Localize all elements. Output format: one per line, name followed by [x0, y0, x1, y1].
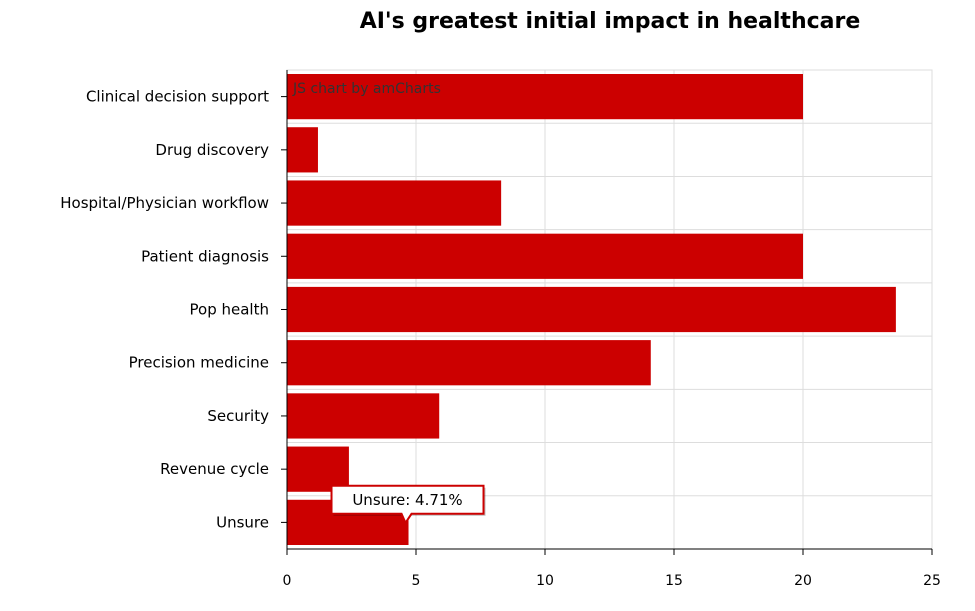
x-tick-label: 20 [794, 573, 812, 589]
tooltip-balloon: Unsure: 4.71% [330, 484, 486, 525]
bar[interactable] [287, 393, 440, 439]
x-tick-labels: 0 5 10 15 20 25 [283, 573, 941, 589]
bar[interactable] [287, 286, 896, 333]
x-tick-label: 10 [536, 573, 554, 589]
category-label: Unsure [216, 513, 269, 531]
category-label: Hospital/Physician workflow [60, 194, 269, 212]
category-label: Precision medicine [129, 354, 269, 372]
bar[interactable] [287, 233, 803, 279]
x-tick-label: 25 [923, 573, 941, 589]
bar[interactable] [287, 340, 651, 386]
x-tick-label: 0 [283, 573, 292, 589]
chart-title: AI's greatest initial impact in healthca… [360, 9, 861, 34]
bar[interactable] [287, 446, 349, 492]
bar[interactable] [287, 127, 318, 173]
bars [287, 74, 896, 545]
grid-lines [286, 69, 933, 550]
tooltip-text: Unsure: 4.71% [352, 491, 462, 509]
tooltip-box [330, 484, 485, 525]
x-tick-label: 5 [412, 573, 421, 589]
axes [281, 70, 933, 555]
category-label: Patient diagnosis [141, 247, 269, 265]
category-label: Drug discovery [155, 141, 269, 159]
category-labels: Clinical decision support Drug discovery H… [60, 88, 269, 532]
category-label: Revenue cycle [160, 460, 269, 478]
category-label: Clinical decision support [86, 88, 269, 106]
x-tick-label: 15 [665, 573, 683, 589]
amcharts-credit[interactable]: JS chart by amCharts [292, 81, 441, 97]
bar[interactable] [287, 74, 803, 120]
bar[interactable] [287, 180, 502, 226]
tooltip: Unsure: 4.71% [330, 484, 486, 525]
category-label: Security [207, 407, 269, 425]
category-label: Pop health [190, 301, 269, 319]
